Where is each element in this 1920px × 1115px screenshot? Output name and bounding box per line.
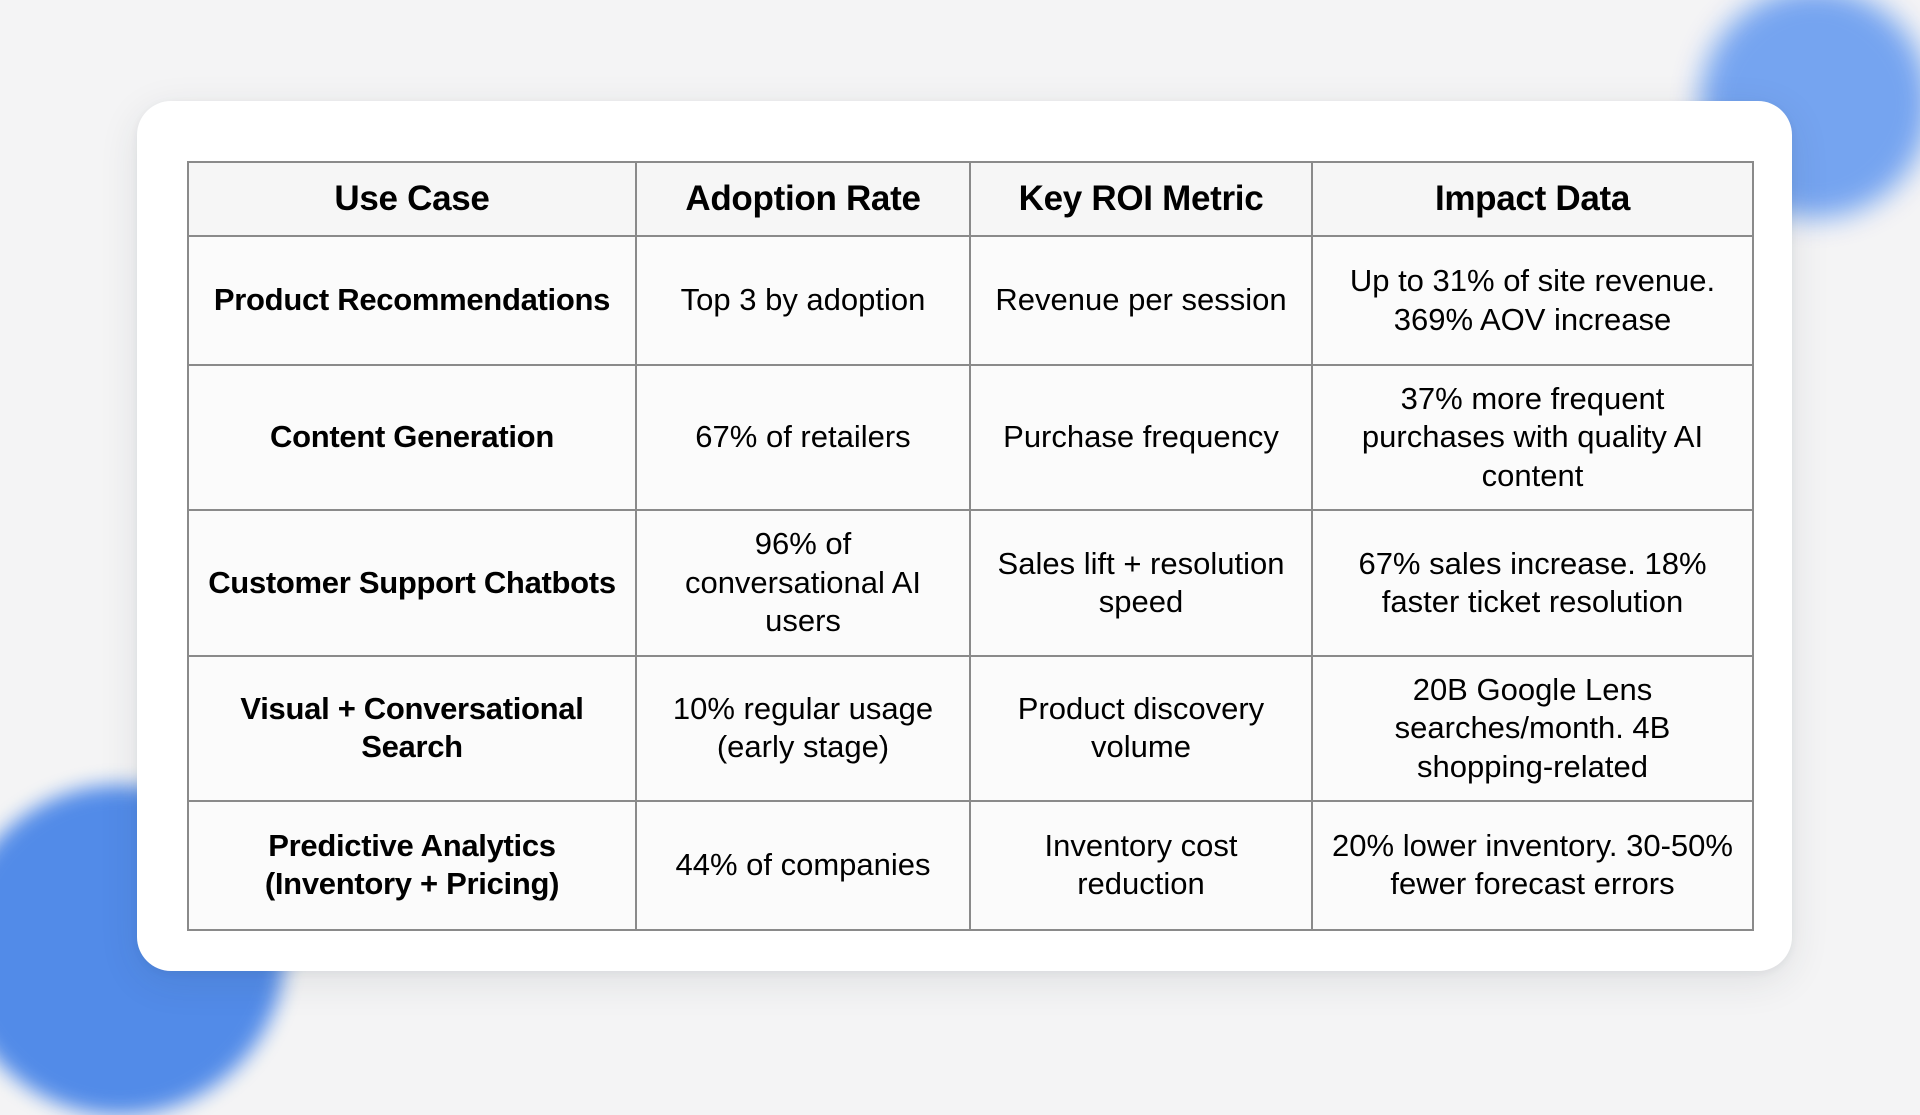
table-row: Product Recommendations Top 3 by adoptio… bbox=[187, 235, 1754, 366]
cell-key-roi-metric: Inventory cost reduction bbox=[969, 799, 1313, 931]
cell-impact-data: 20B Google Lens searches/month. 4B shopp… bbox=[1311, 654, 1754, 802]
table-row: Visual + Conversational Search 10% regul… bbox=[187, 654, 1754, 802]
table-row: Content Generation 67% of retailers Purc… bbox=[187, 363, 1754, 512]
cell-impact-data: 20% lower inventory. 30-50% fewer foreca… bbox=[1311, 799, 1754, 931]
cell-adoption-rate: 10% regular usage (early stage) bbox=[635, 654, 971, 802]
cell-key-roi-metric: Purchase frequency bbox=[969, 363, 1313, 512]
table-header: Use Case Adoption Rate Key ROI Metric Im… bbox=[187, 161, 1754, 237]
table-card: Use Case Adoption Rate Key ROI Metric Im… bbox=[137, 101, 1792, 971]
cell-use-case: Customer Support Chatbots bbox=[187, 509, 637, 657]
cell-adoption-rate: 67% of retailers bbox=[635, 363, 971, 512]
table-row: Customer Support Chatbots 96% of convers… bbox=[187, 509, 1754, 657]
cell-impact-data: Up to 31% of site revenue. 369% AOV incr… bbox=[1311, 235, 1754, 366]
table-header-row: Use Case Adoption Rate Key ROI Metric Im… bbox=[187, 161, 1754, 237]
column-header-use-case: Use Case bbox=[187, 161, 637, 237]
column-header-adoption-rate: Adoption Rate bbox=[635, 161, 971, 237]
cell-impact-data: 67% sales increase. 18% faster ticket re… bbox=[1311, 509, 1754, 657]
cell-key-roi-metric: Product discovery volume bbox=[969, 654, 1313, 802]
cell-key-roi-metric: Revenue per session bbox=[969, 235, 1313, 366]
cell-use-case: Visual + Conversational Search bbox=[187, 654, 637, 802]
cell-use-case: Predictive Analytics (Inventory + Pricin… bbox=[187, 799, 637, 931]
column-header-key-roi-metric: Key ROI Metric bbox=[969, 161, 1313, 237]
table-body: Product Recommendations Top 3 by adoptio… bbox=[187, 235, 1754, 931]
cell-adoption-rate: Top 3 by adoption bbox=[635, 235, 971, 366]
ai-use-case-table: Use Case Adoption Rate Key ROI Metric Im… bbox=[187, 161, 1754, 931]
table-row: Predictive Analytics (Inventory + Pricin… bbox=[187, 799, 1754, 931]
cell-key-roi-metric: Sales lift + resolution speed bbox=[969, 509, 1313, 657]
cell-use-case: Product Recommendations bbox=[187, 235, 637, 366]
cell-adoption-rate: 96% of conversational AI users bbox=[635, 509, 971, 657]
column-header-impact-data: Impact Data bbox=[1311, 161, 1754, 237]
cell-use-case: Content Generation bbox=[187, 363, 637, 512]
cell-impact-data: 37% more frequent purchases with quality… bbox=[1311, 363, 1754, 512]
cell-adoption-rate: 44% of companies bbox=[635, 799, 971, 931]
